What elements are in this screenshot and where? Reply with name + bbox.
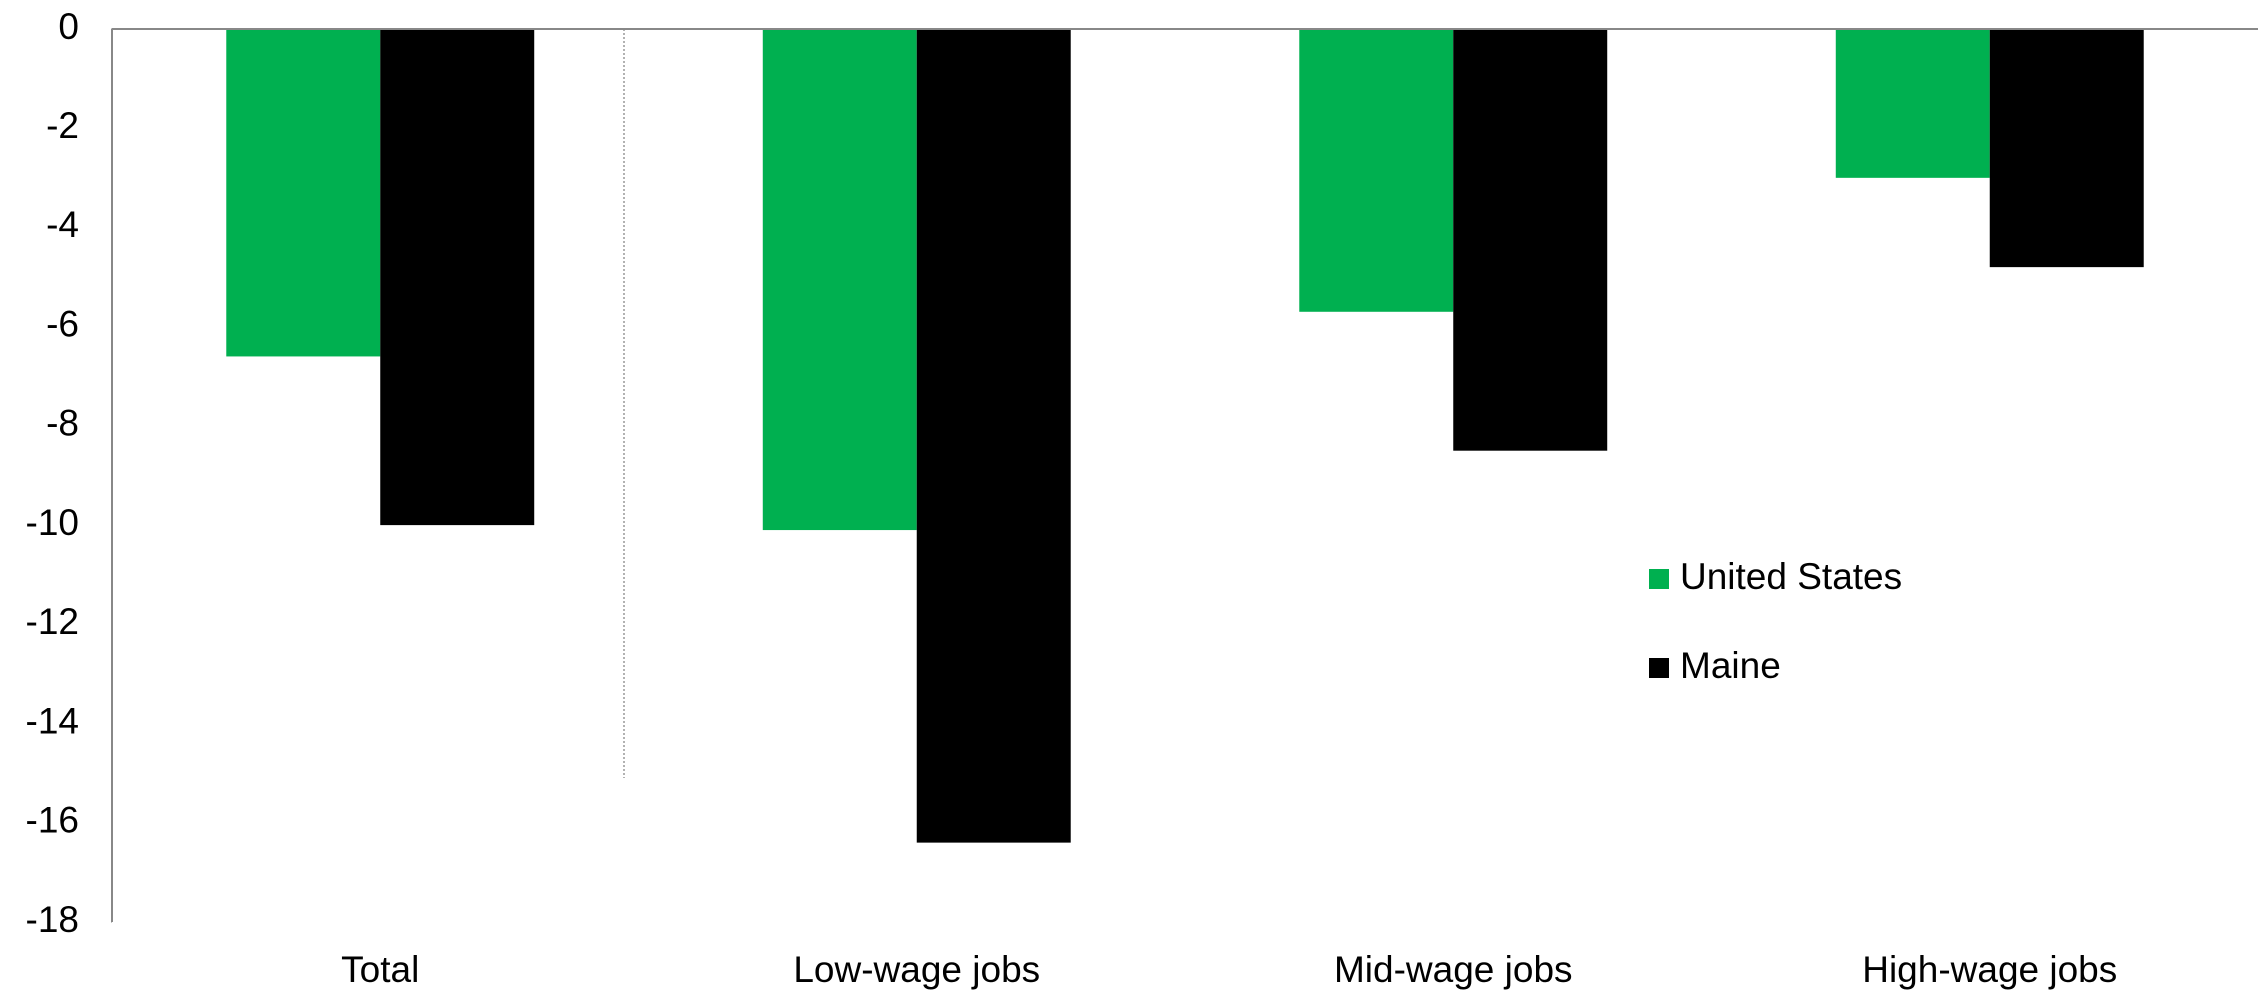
y-tick-label: -6 xyxy=(46,303,79,344)
x-tick-label: High-wage jobs xyxy=(1862,949,2117,990)
legend-swatch xyxy=(1649,658,1669,678)
bar xyxy=(1453,29,1608,451)
y-tick-label: -18 xyxy=(26,899,79,940)
y-tick-label: -14 xyxy=(26,700,79,741)
legend-swatch xyxy=(1649,569,1669,589)
bar xyxy=(226,29,381,357)
x-tick-label: Low-wage jobs xyxy=(793,949,1040,990)
bar xyxy=(916,29,1071,843)
x-tick-label: Total xyxy=(341,949,419,990)
legend-label: Maine xyxy=(1680,645,1781,686)
y-tick-label: -10 xyxy=(26,502,79,543)
bar xyxy=(1989,29,2144,268)
bar xyxy=(1299,29,1454,312)
y-tick-label: 0 xyxy=(58,6,79,47)
y-tick-label: -2 xyxy=(46,105,79,146)
y-tick-label: -16 xyxy=(26,800,79,841)
y-tick-label: -8 xyxy=(46,403,79,444)
bar xyxy=(380,29,535,526)
y-tick-label: -4 xyxy=(46,204,79,245)
bar xyxy=(762,29,917,531)
y-tick-label: -12 xyxy=(26,601,79,642)
bar xyxy=(1835,29,1990,178)
x-tick-label: Mid-wage jobs xyxy=(1334,949,1573,990)
legend-label: United States xyxy=(1680,556,1902,597)
